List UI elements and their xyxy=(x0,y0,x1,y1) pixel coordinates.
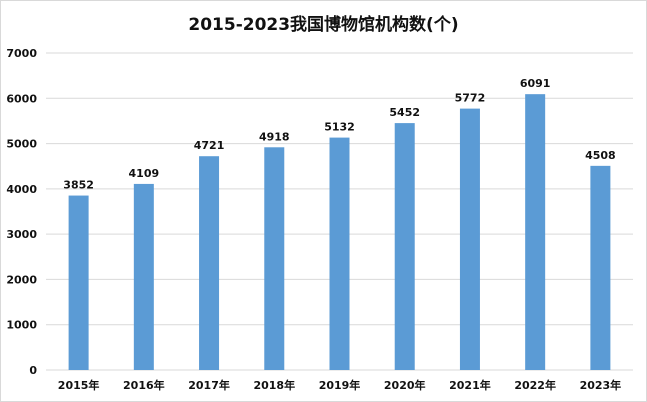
x-tick-label: 2022年 xyxy=(514,378,556,392)
bar-2020年 xyxy=(394,123,415,370)
bar-2018年 xyxy=(264,147,285,370)
y-tick-label: 6000 xyxy=(6,92,37,105)
y-tick-label: 2000 xyxy=(6,273,37,286)
data-label: 5132 xyxy=(324,121,355,134)
data-label: 4721 xyxy=(194,139,225,152)
y-tick-label: 4000 xyxy=(6,183,37,196)
bar-2015年 xyxy=(68,195,89,370)
bar-2019年 xyxy=(329,137,350,370)
chart-title: 2015-2023我国博物馆机构数(个) xyxy=(188,15,459,35)
x-tick-label: 2020年 xyxy=(384,378,426,392)
data-label: 4918 xyxy=(259,130,290,143)
data-labels: 3852 4109 4721 4918 5132 5452 5772 6091 4508 xyxy=(63,77,615,191)
x-tick-label: 2021年 xyxy=(449,378,491,392)
y-tick-label: 0 xyxy=(29,364,37,377)
bar-2016年 xyxy=(133,183,154,370)
x-axis-ticks: 2015年 2016年 2017年 2018年 2019年 2020年 2021年 2022年… xyxy=(58,378,621,392)
x-tick-label: 2017年 xyxy=(188,378,230,392)
data-label: 4109 xyxy=(129,167,160,180)
x-tick-label: 2019年 xyxy=(319,378,361,392)
data-label: 5452 xyxy=(389,106,420,119)
bars xyxy=(68,94,611,371)
y-axis-ticks: 0 1000 2000 3000 4000 5000 6000 7000 xyxy=(6,47,37,377)
x-tick-label: 2015年 xyxy=(58,378,100,392)
data-label: 5772 xyxy=(455,92,486,105)
y-tick-label: 5000 xyxy=(6,138,37,151)
x-tick-label: 2016年 xyxy=(123,378,165,392)
x-tick-label: 2023年 xyxy=(580,378,622,392)
bar-2021年 xyxy=(459,108,480,371)
bar-2023年 xyxy=(590,165,611,370)
data-label: 4508 xyxy=(585,149,616,162)
y-tick-label: 1000 xyxy=(6,319,37,332)
data-label: 3852 xyxy=(63,179,94,192)
x-tick-label: 2018年 xyxy=(253,378,295,392)
bar-2022年 xyxy=(525,94,546,371)
data-label: 6091 xyxy=(520,77,551,90)
y-tick-label: 3000 xyxy=(6,228,37,241)
y-tick-label: 7000 xyxy=(6,47,37,60)
bar-2017年 xyxy=(199,156,220,370)
